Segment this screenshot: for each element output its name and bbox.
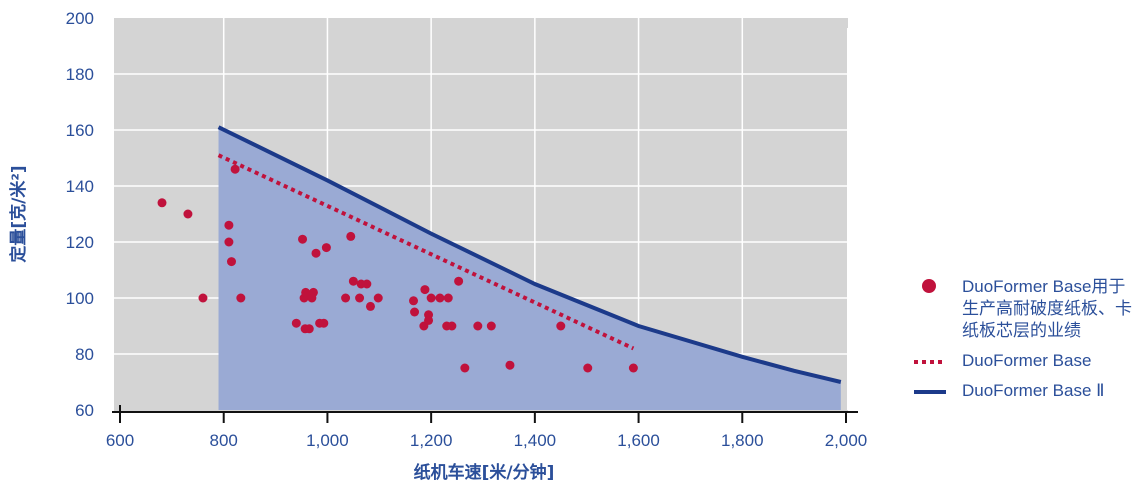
data-point (505, 360, 515, 370)
data-point (443, 293, 453, 303)
y-tick-label: 200 (66, 9, 94, 28)
data-point (486, 321, 496, 331)
data-point (348, 276, 358, 286)
legend: DuoFormer Base用于生产高耐破度纸板、卡纸板芯层的业绩 DuoFor… (912, 276, 1141, 410)
data-point (311, 248, 321, 258)
data-point (183, 209, 193, 219)
legend-item-base2: DuoFormer Base Ⅱ (912, 380, 1141, 402)
data-point (424, 315, 434, 325)
duoformer-base2-line (217, 125, 842, 384)
scatter-dot-icon (922, 279, 936, 293)
x-tick-label: 1,800 (721, 431, 764, 450)
data-point (341, 293, 351, 303)
data-point (435, 293, 445, 303)
performance-region (218, 127, 841, 410)
x-tick-label: 1,600 (617, 431, 660, 450)
y-tick-label: 60 (75, 401, 94, 420)
data-point (236, 293, 246, 303)
data-point (373, 293, 383, 303)
y-tick-labels: 60 80 100 120 140 160 180 200 (66, 9, 94, 420)
data-point (426, 293, 436, 303)
data-point (291, 318, 301, 328)
x-tick-label: 1,000 (306, 431, 349, 450)
data-point (224, 220, 234, 230)
data-point (362, 279, 372, 289)
x-tick-label: 800 (210, 431, 238, 450)
data-point (346, 231, 356, 241)
data-point (198, 293, 208, 303)
legend-item-base: DuoFormer Base (912, 350, 1141, 372)
y-tick-label: 160 (66, 121, 94, 140)
data-point (224, 237, 234, 247)
data-point (230, 164, 240, 174)
data-point (301, 287, 311, 297)
y-tick-label: 120 (66, 233, 94, 252)
data-point (409, 296, 419, 306)
y-tick-label: 140 (66, 177, 94, 196)
data-point (365, 301, 375, 311)
data-point (321, 243, 331, 253)
y-tick-label: 80 (75, 345, 94, 364)
y-tick-label: 100 (66, 289, 94, 308)
data-point (628, 363, 638, 373)
x-axis-title: 纸机车速[米/分钟] (414, 462, 555, 483)
data-point (420, 285, 430, 295)
data-point (319, 318, 329, 328)
data-point (460, 363, 470, 373)
data-point (304, 324, 314, 334)
data-point (298, 234, 308, 244)
legend-label-scatter: DuoFormer Base用于生产高耐破度纸板、卡纸板芯层的业绩 (962, 277, 1132, 340)
data-point (355, 293, 365, 303)
data-point (583, 363, 593, 373)
dotted-line-icon (914, 360, 946, 364)
data-point (157, 198, 167, 208)
x-tick-label: 1,400 (514, 431, 557, 450)
data-point (473, 321, 483, 331)
data-point (454, 276, 464, 286)
x-tick-label: 2,000 (825, 431, 868, 450)
y-axis-title: 定量[克/米²] (8, 165, 29, 262)
x-tick-labels: 600 800 1,000 1,200 1,400 1,600 1,800 2,000 (106, 431, 867, 450)
axes (112, 28, 858, 423)
legend-item-scatter: DuoFormer Base用于生产高耐破度纸板、卡纸板芯层的业绩 (912, 276, 1141, 342)
data-point (556, 321, 566, 331)
x-tick-label: 1,200 (410, 431, 453, 450)
data-point (308, 287, 318, 297)
legend-label-base2: DuoFormer Base Ⅱ (962, 381, 1105, 400)
data-point (410, 307, 420, 317)
x-tick-label: 600 (106, 431, 134, 450)
solid-line-icon (914, 390, 946, 394)
y-tick-label: 180 (66, 65, 94, 84)
data-point (226, 257, 236, 267)
scatter-points (157, 164, 638, 373)
data-point (447, 321, 457, 331)
legend-label-base: DuoFormer Base (962, 351, 1092, 370)
